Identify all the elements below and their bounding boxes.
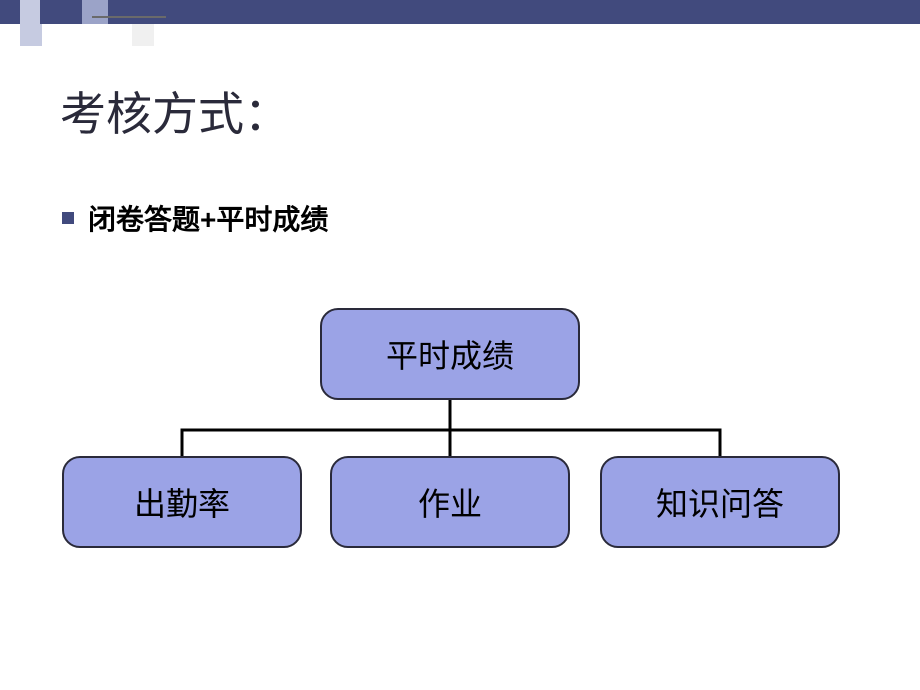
orgchart-child-node: 作业 (330, 456, 570, 548)
deco-square (132, 24, 154, 46)
deco-square (20, 24, 42, 46)
orgchart-child-node: 出勤率 (62, 456, 302, 548)
orgchart-root-label: 平时成绩 (386, 331, 514, 377)
orgchart-child-node: 知识问答 (600, 456, 840, 548)
slide: 考核方式： 闭卷答题+平时成绩 平时成绩 出勤率 作业 知识问答 (0, 0, 920, 690)
deco-rule (92, 16, 166, 18)
orgchart-root-node: 平时成绩 (320, 308, 580, 400)
orgchart-child-label: 知识问答 (656, 479, 784, 525)
orgchart-child-label: 作业 (418, 479, 482, 525)
orgchart-child-label: 出勤率 (134, 479, 230, 525)
